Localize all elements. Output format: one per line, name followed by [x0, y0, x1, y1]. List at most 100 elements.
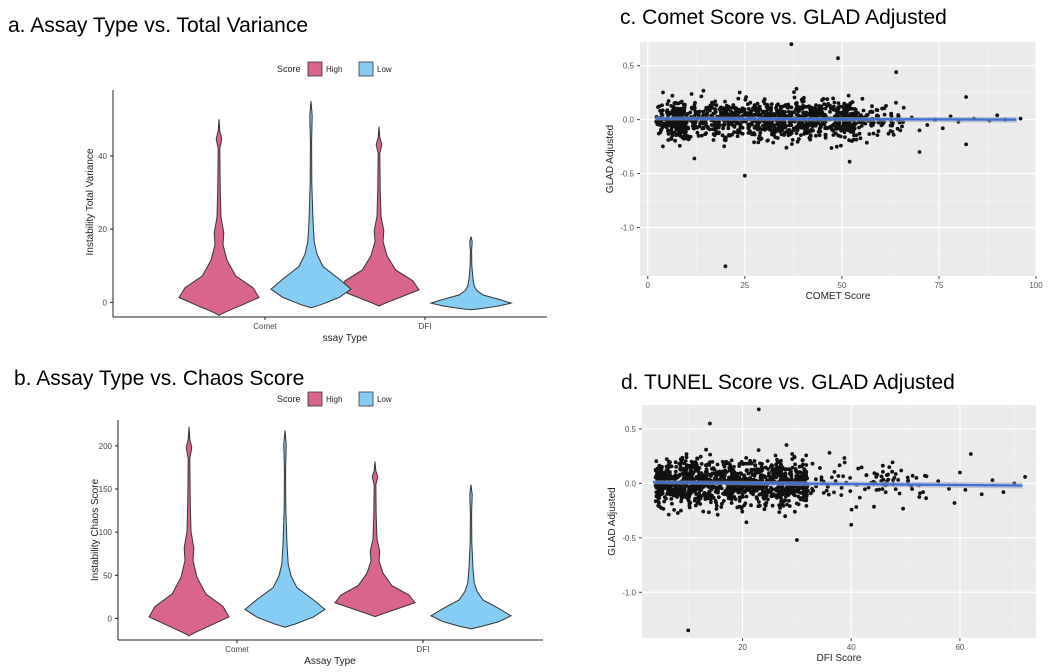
scatter-point-c [764, 113, 768, 117]
violin-high-comet-a [178, 119, 260, 317]
scatter-point-d [730, 490, 735, 495]
scatter-point-c [847, 128, 852, 133]
scatter-point-c [850, 139, 854, 144]
scatter-point-d [684, 455, 689, 460]
scatter-point-d [672, 508, 676, 512]
scatter-point-c [688, 134, 693, 139]
scatter-point-c [671, 104, 676, 109]
scatter-point-c [812, 121, 816, 125]
x-tick-label-a-0: Comet [253, 322, 277, 331]
legend-label-low-a: Low [377, 65, 392, 74]
scatter-point-c [674, 106, 679, 111]
scatter-point-d [783, 491, 788, 496]
scatter-point-d [880, 487, 885, 491]
scatter-point-c [675, 126, 680, 131]
y-tick-label-b-3: 150 [99, 485, 113, 494]
scatter-point-d [841, 474, 845, 479]
scatter-point-d [707, 510, 711, 515]
scatter-point-d [747, 477, 751, 481]
scatter-point-d [872, 504, 876, 509]
scatter-point-c [802, 131, 807, 135]
scatter-point-d [766, 497, 770, 502]
scatter-point-d [655, 466, 660, 471]
scatter-point-d [979, 492, 984, 497]
scatter-point-d [772, 468, 777, 472]
scatter-point-c [717, 130, 721, 135]
y-tick-label-b-4: 200 [99, 442, 113, 451]
scatter-point-d [849, 507, 854, 512]
scatter-point-c [732, 125, 737, 129]
scatter-point-d [703, 497, 708, 501]
legend-title-b: Score [277, 394, 301, 404]
scatter-point-d [877, 487, 881, 492]
scatter-point-d [881, 477, 886, 482]
scatter-point-c [696, 134, 701, 138]
scatter-point-d [741, 462, 745, 466]
y-tick-label-a-2: 40 [98, 152, 107, 161]
scatter-point-d [739, 472, 744, 476]
scatter-point-d [737, 462, 742, 466]
scatter-point-d [990, 478, 995, 482]
scatter-point-d [685, 496, 690, 501]
scatter-point-c [741, 113, 745, 118]
scatter-point-d [756, 448, 761, 452]
x-tick-label-d-0: 20 [738, 643, 747, 652]
scatter-point-c [755, 127, 760, 132]
scatter-point-d [804, 463, 809, 467]
scatter-point-c [720, 133, 725, 138]
scatter-point-c [797, 125, 802, 130]
scatter-point-c [692, 103, 697, 107]
scatter-point-c [870, 110, 875, 114]
scatter-point-d [712, 484, 717, 489]
scatter-point-d [767, 471, 771, 475]
scatter-point-d [689, 473, 693, 477]
scatter-point-d [893, 472, 898, 476]
scatter-point-c [836, 133, 841, 138]
scatter-point-d [694, 487, 699, 492]
scatter-point-c [779, 128, 783, 133]
scatter-point-c [695, 125, 699, 129]
legend-swatch-high-b [307, 391, 323, 407]
scatter-point-c [695, 130, 700, 135]
scatter-point-d [744, 494, 749, 499]
scatter-point-d [779, 458, 783, 463]
scatter-point-d [722, 473, 727, 478]
scatter-point-d [666, 465, 671, 470]
plot-panel-d [642, 405, 1036, 638]
scatter-point-d [752, 472, 757, 477]
scatter-point-d [839, 485, 844, 490]
scatter-point-c [678, 106, 683, 111]
scatter-point-c [689, 92, 694, 96]
scatter-point-d [763, 493, 768, 498]
scatter-point-c [784, 124, 789, 128]
scatter-point-c [758, 130, 763, 135]
y-tick-label-a-1: 20 [98, 225, 107, 234]
scatter-point-d [856, 466, 861, 471]
scatter-point-c [841, 127, 845, 131]
scatter-point-c [723, 99, 727, 104]
scatter-point-d [737, 499, 742, 503]
scatter-point-d [683, 459, 688, 463]
legend-swatch-low-b [358, 391, 374, 407]
scatter-point-c [835, 120, 840, 125]
scatter-point-c [661, 144, 665, 149]
scatter-point-c [870, 104, 874, 109]
scatter-point-c [756, 136, 761, 141]
violin-low-comet-b [244, 430, 326, 628]
scatter-point-d [863, 487, 867, 492]
scatter-point-c [666, 99, 671, 103]
scatter-point-c [852, 126, 857, 130]
scatter-point-d [789, 476, 794, 481]
scatter-point-d [709, 500, 713, 505]
violin-low-comet-a [270, 100, 352, 309]
scatter-point-d [783, 498, 787, 503]
x-tick-label-b-1: DFI [417, 645, 430, 654]
scatter-point-d [758, 461, 762, 466]
scatter-point-c [733, 106, 738, 111]
scatter-point-d [752, 487, 756, 492]
scatter-point-d [872, 471, 877, 476]
scatter-point-c [731, 103, 736, 107]
scatter-point-c [795, 128, 800, 133]
scatter-point-d [670, 501, 674, 506]
